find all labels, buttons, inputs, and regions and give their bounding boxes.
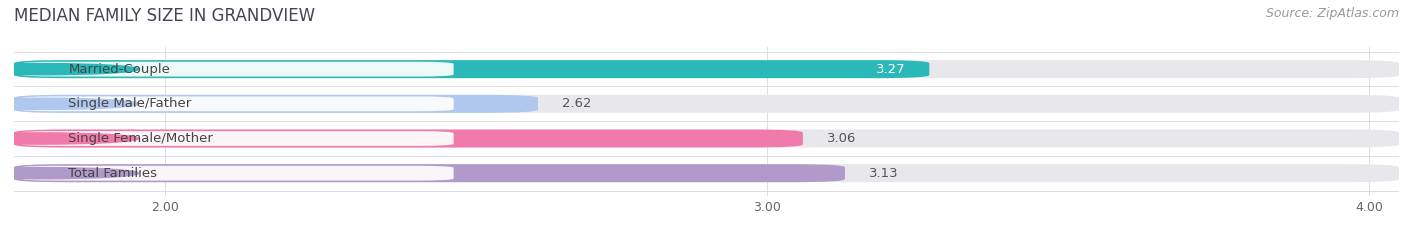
Text: Single Female/Mother: Single Female/Mother <box>69 132 214 145</box>
Text: 2.62: 2.62 <box>562 97 592 110</box>
Text: Married-Couple: Married-Couple <box>69 63 170 76</box>
FancyBboxPatch shape <box>20 96 454 111</box>
Text: Single Male/Father: Single Male/Father <box>69 97 191 110</box>
FancyBboxPatch shape <box>14 95 538 113</box>
FancyBboxPatch shape <box>14 60 1399 78</box>
Text: 3.27: 3.27 <box>876 63 905 76</box>
FancyBboxPatch shape <box>14 95 1399 113</box>
FancyBboxPatch shape <box>14 130 1399 147</box>
Text: Total Families: Total Families <box>69 167 157 180</box>
Text: 3.13: 3.13 <box>869 167 898 180</box>
FancyBboxPatch shape <box>20 62 454 76</box>
FancyBboxPatch shape <box>14 130 803 147</box>
FancyBboxPatch shape <box>20 166 454 181</box>
Circle shape <box>0 64 139 75</box>
FancyBboxPatch shape <box>14 164 1399 182</box>
Circle shape <box>0 133 139 144</box>
Circle shape <box>0 98 139 110</box>
Circle shape <box>0 168 139 179</box>
FancyBboxPatch shape <box>14 164 845 182</box>
FancyBboxPatch shape <box>20 131 454 146</box>
Text: 3.06: 3.06 <box>827 132 856 145</box>
Text: Source: ZipAtlas.com: Source: ZipAtlas.com <box>1265 7 1399 20</box>
Text: MEDIAN FAMILY SIZE IN GRANDVIEW: MEDIAN FAMILY SIZE IN GRANDVIEW <box>14 7 315 25</box>
FancyBboxPatch shape <box>14 60 929 78</box>
